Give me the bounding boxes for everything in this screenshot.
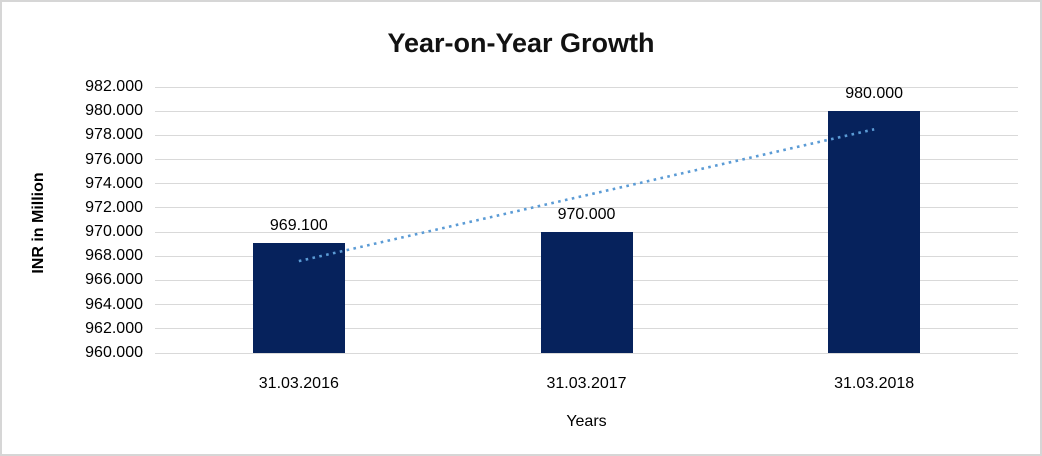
bar [252,242,345,353]
y-tick-label: 966.000 [85,271,143,289]
bar-value-label: 969.100 [269,216,328,234]
y-tick-label: 970.000 [85,223,143,241]
y-tick-label: 964.000 [85,295,143,313]
gridline [155,86,1018,88]
y-tick-label: 980.000 [85,102,143,120]
x-tick-label: 31.03.2018 [834,375,915,392]
y-tick-label: 962.000 [85,319,143,337]
chart-title: Year-on-Year Growth [387,28,655,58]
y-tick-label: 972.000 [85,198,143,216]
bar [540,232,633,353]
y-tick-label: 976.000 [85,150,143,168]
x-tick-label: 31.03.2016 [258,375,339,392]
y-tick-label: 974.000 [85,174,143,192]
x-tick-label: 31.03.2017 [546,375,627,392]
x-axis-title: Years [566,413,607,430]
bar-value-label: 980.000 [845,85,904,103]
y-tick-label: 968.000 [85,247,143,265]
y-tick-label: 960.000 [85,344,143,361]
bar-value-label: 970.000 [557,206,616,224]
gridline [155,110,1018,112]
y-tick-label: 978.000 [85,126,143,144]
x-axis-line [155,352,1018,354]
y-tick-label: 982.000 [85,78,143,95]
bar [828,111,921,353]
